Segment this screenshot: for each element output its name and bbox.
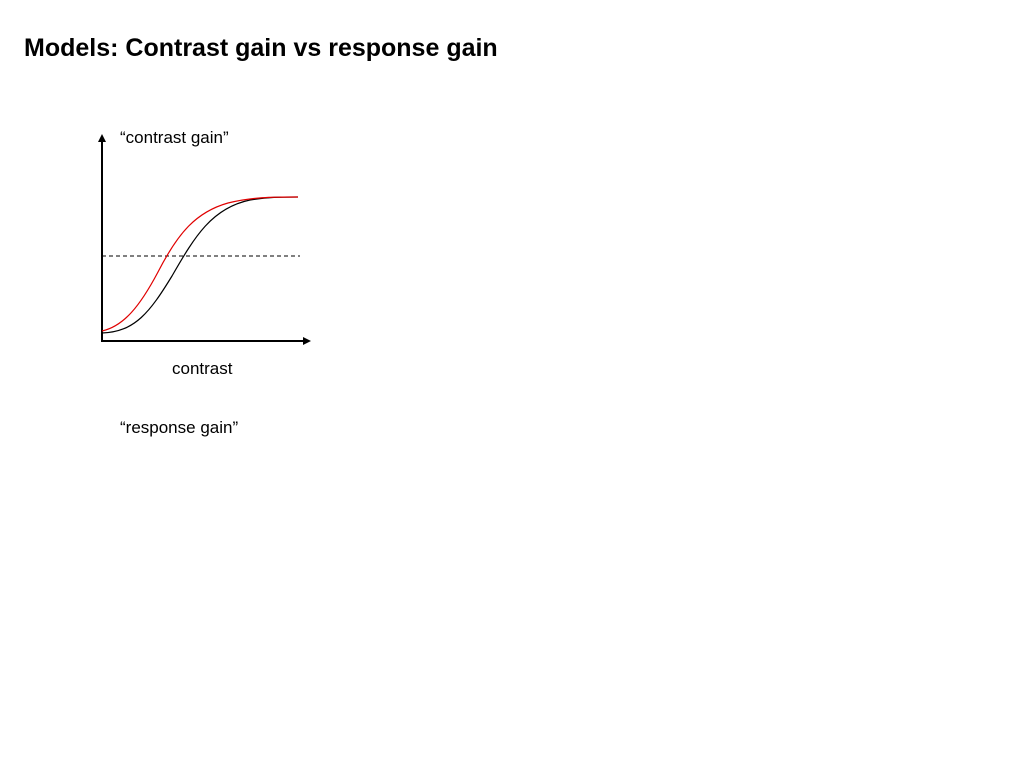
slide-title: Models: Contrast gain vs response gain: [24, 34, 498, 62]
shifted-curve: [101, 196, 299, 332]
caption: “response gain”: [120, 418, 239, 437]
figure-label: “contrast gain”: [120, 128, 229, 147]
x-axis-label: contrast: [172, 359, 233, 378]
